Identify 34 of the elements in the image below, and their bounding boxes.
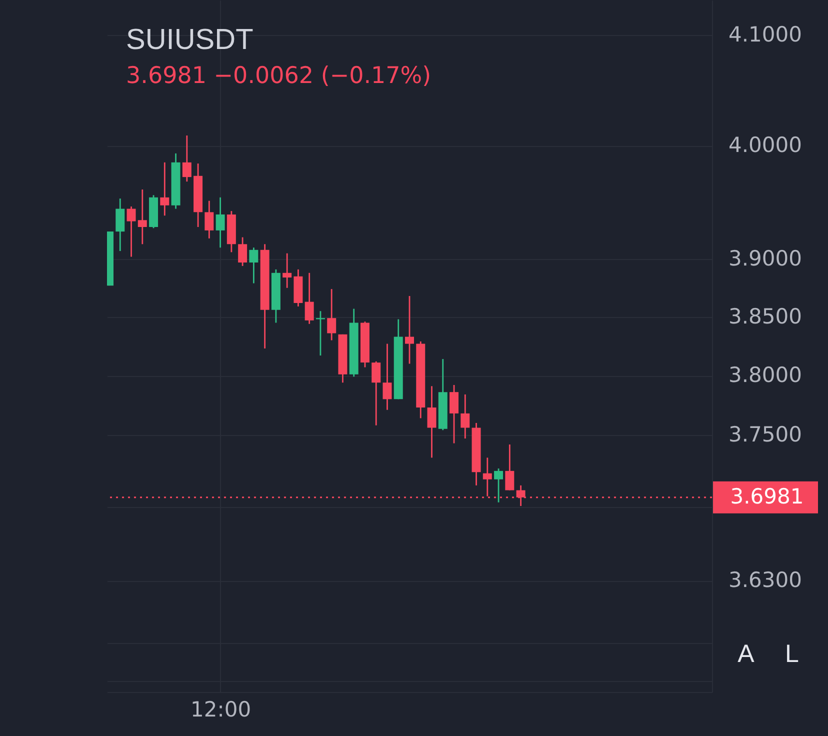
text: SUIUSDT (126, 24, 254, 56)
y-tick-label: 3.7500 (728, 422, 802, 446)
candlestick (126, 206, 136, 258)
candlestick (382, 343, 392, 411)
y-tick-label: 3.9000 (728, 246, 802, 271)
candlestick (427, 385, 436, 458)
candlestick (304, 272, 314, 325)
candlestick (216, 196, 225, 248)
candlestick (460, 394, 470, 440)
candlestick (160, 162, 170, 216)
y-tick-label: 4.1000 (728, 22, 802, 46)
text: 3.6981 −0.0062 (−0.17%) (126, 63, 432, 89)
candlestick (204, 200, 214, 240)
text: A (738, 640, 755, 668)
candlestick (482, 456, 492, 497)
candlestick (405, 295, 414, 364)
candlestick (238, 236, 248, 267)
candlestick (138, 188, 147, 245)
y-tick-label: 3.8500 (728, 304, 802, 328)
candlestick (372, 360, 381, 426)
text: L (785, 640, 800, 668)
candlestick (282, 252, 292, 289)
y-tick-label: 4.0000 (728, 133, 802, 158)
candlestick (505, 444, 514, 491)
x-tick-label: 12:00 (190, 698, 252, 722)
ref-line-label: 3.6981 (730, 484, 804, 508)
candlestick (182, 134, 192, 182)
y-tick-label: 3.8000 (728, 363, 802, 388)
candlestick (450, 384, 459, 444)
candlestick (249, 246, 258, 284)
candlestick (494, 468, 504, 504)
candlestick (116, 198, 125, 252)
y-tick-label: 3.6300 (728, 568, 802, 592)
candlestick (327, 288, 336, 341)
